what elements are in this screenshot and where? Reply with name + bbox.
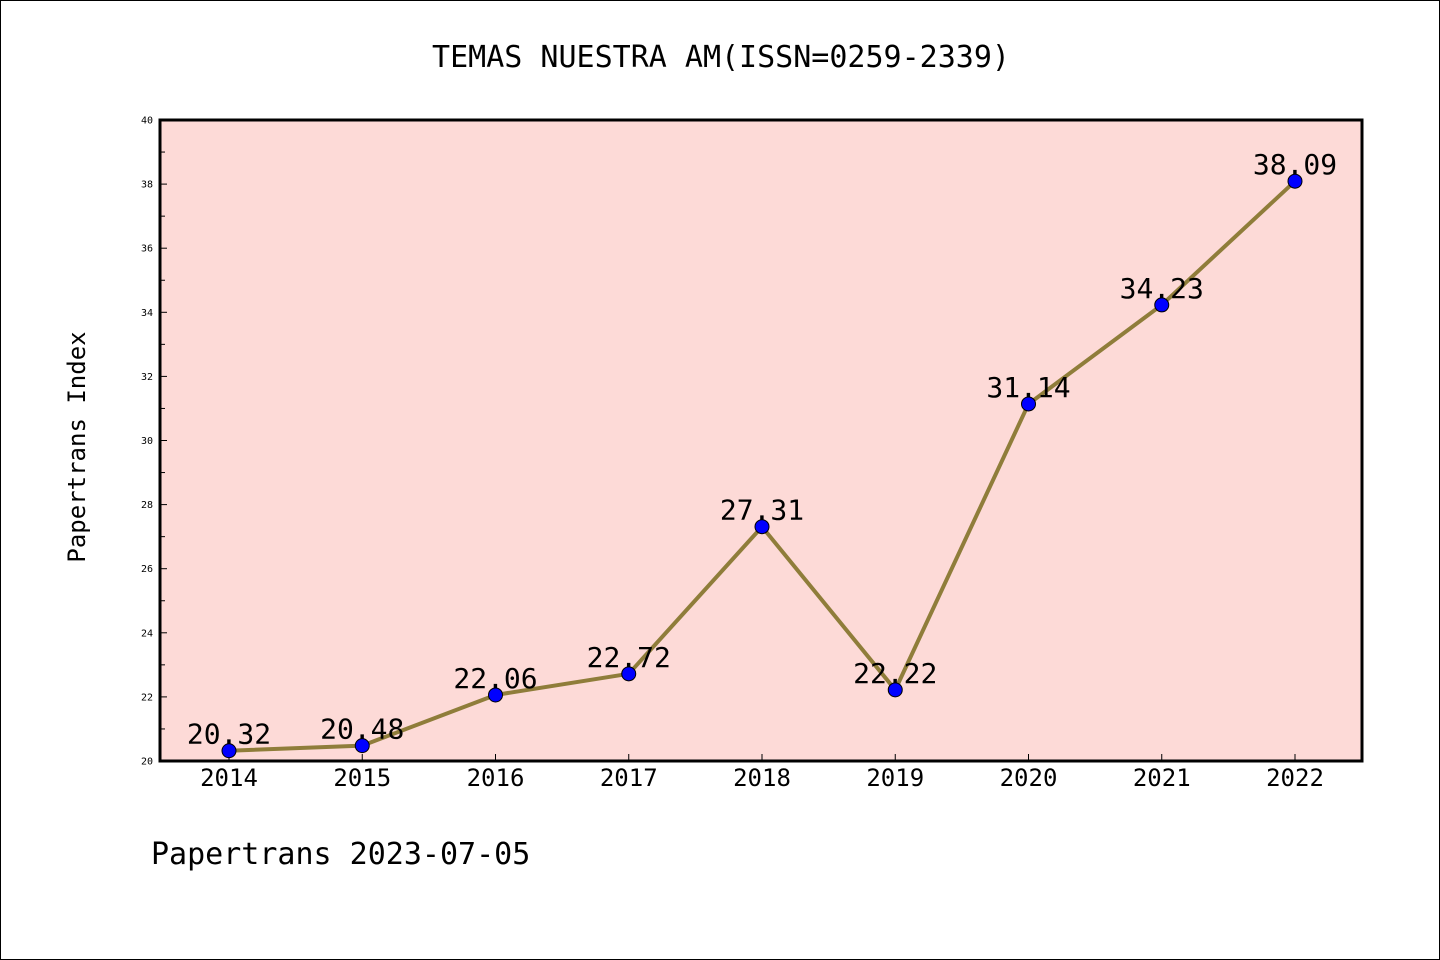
x-tick-label: 2016 bbox=[467, 764, 525, 792]
data-label: 22.06 bbox=[453, 662, 537, 695]
data-label: 34.23 bbox=[1120, 272, 1204, 305]
data-point bbox=[1287, 173, 1303, 189]
x-tick-label: 2014 bbox=[200, 764, 258, 792]
data-label: 31.14 bbox=[986, 371, 1070, 404]
x-tick-label: 2022 bbox=[1266, 764, 1324, 792]
y-tick-label: 34 bbox=[141, 308, 153, 319]
y-tick-label: 22 bbox=[141, 692, 153, 703]
data-points bbox=[221, 173, 1303, 759]
data-point bbox=[354, 738, 370, 754]
y-tick-label: 20 bbox=[141, 757, 153, 768]
plot-area bbox=[158, 118, 1364, 763]
data-label: 27.31 bbox=[720, 494, 804, 527]
y-axis-label: Papertrans Index bbox=[63, 331, 91, 562]
data-label: 20.48 bbox=[320, 713, 404, 746]
data-point bbox=[1021, 396, 1036, 412]
data-label: 20.32 bbox=[187, 718, 271, 751]
y-tick-label: 40 bbox=[141, 116, 153, 127]
data-label: 38.09 bbox=[1253, 148, 1337, 181]
chart-title: TEMAS NUESTRA AM(ISSN=0259-2339) bbox=[432, 40, 1010, 75]
x-tick-label: 2015 bbox=[333, 764, 391, 792]
data-point bbox=[1154, 297, 1170, 313]
x-tick-label: 2017 bbox=[600, 764, 658, 792]
x-tick-label: 2019 bbox=[866, 764, 924, 792]
x-tick-label: 2020 bbox=[1000, 764, 1058, 792]
data-point bbox=[887, 682, 903, 698]
x-axis: 2014 2015 2016 2017 2018 2019 2020 2021 2022 bbox=[200, 754, 1324, 792]
data-label: 22.22 bbox=[853, 657, 937, 690]
x-tick-label: 2021 bbox=[1133, 764, 1191, 792]
data-point bbox=[488, 687, 503, 703]
y-tick-label: 38 bbox=[141, 180, 153, 191]
data-label: 22.72 bbox=[587, 641, 671, 674]
data-point bbox=[621, 666, 637, 682]
x-tick-label: 2018 bbox=[733, 764, 791, 792]
y-axis: 20 22 24 26 28 30 32 34 36 38 40 bbox=[141, 116, 167, 768]
data-point bbox=[221, 743, 237, 759]
data-point bbox=[754, 519, 770, 535]
y-tick-label: 24 bbox=[141, 628, 153, 639]
footer-text: Papertrans 2023-07-05 bbox=[151, 837, 530, 872]
y-tick-label: 32 bbox=[141, 372, 153, 383]
y-tick-label: 28 bbox=[141, 500, 153, 511]
y-tick-label: 36 bbox=[141, 244, 153, 255]
data-labels: 20.32 20.48 22.06 22.72 27.31 22.22 31.14 34.23… bbox=[187, 148, 1337, 751]
y-tick-label: 30 bbox=[141, 436, 153, 447]
y-tick-label: 26 bbox=[141, 564, 153, 575]
